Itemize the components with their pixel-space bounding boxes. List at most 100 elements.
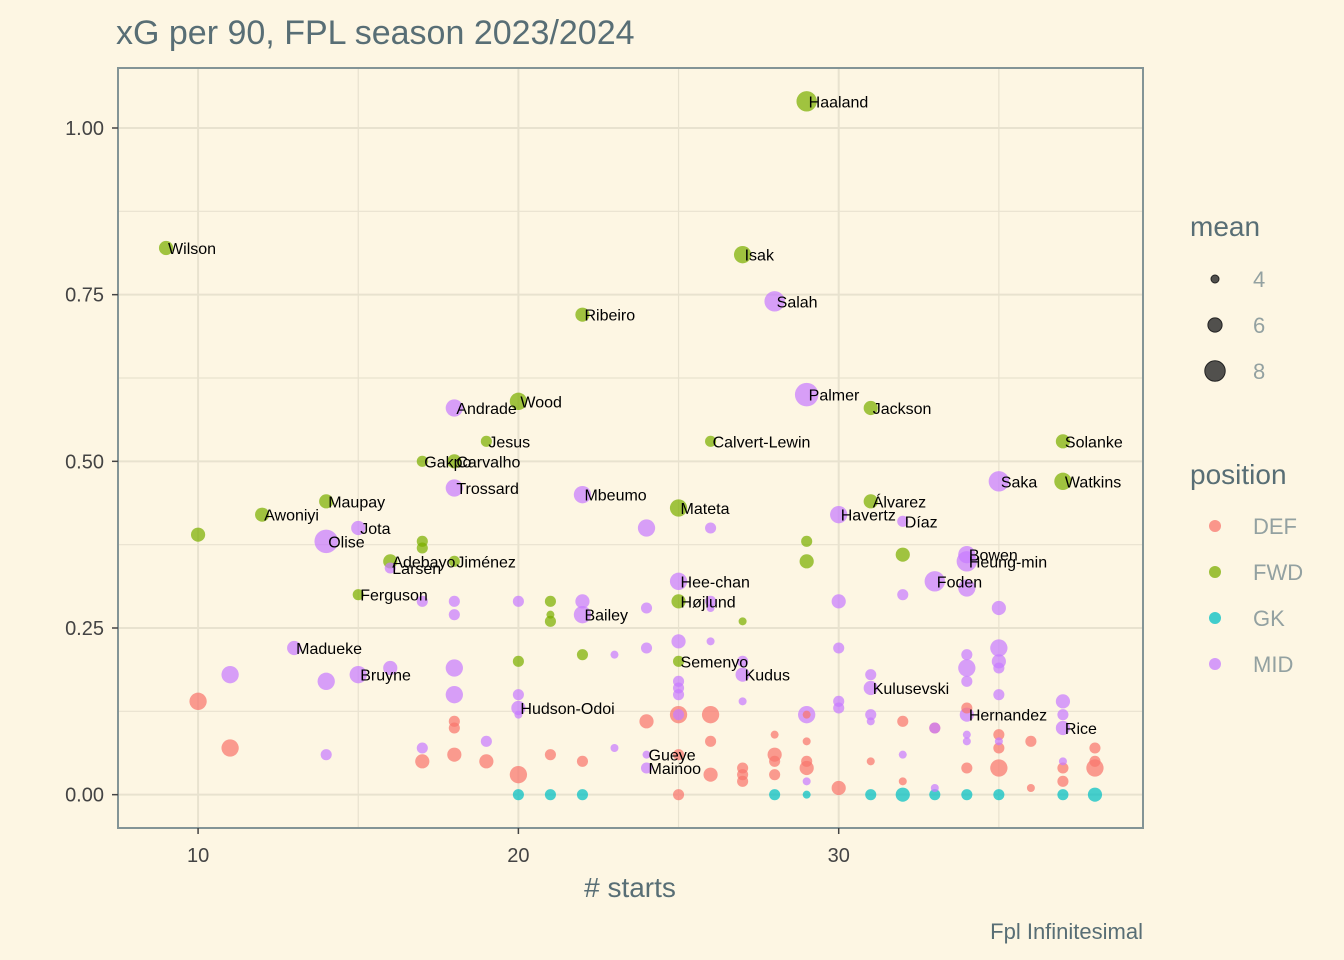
x-axis-title: # starts xyxy=(584,872,676,903)
point-fwd xyxy=(799,554,814,569)
point-label: Hernandez xyxy=(969,708,1047,725)
point-mid xyxy=(831,594,846,609)
point-mid xyxy=(962,730,971,739)
point-mid xyxy=(990,639,1008,657)
point-def xyxy=(993,729,1005,741)
point-gk xyxy=(576,789,589,801)
point-fwd xyxy=(705,435,717,447)
point-mid xyxy=(993,689,1005,701)
point-def xyxy=(1026,784,1035,792)
point-gk xyxy=(961,789,973,801)
y-tick-label: 0.50 xyxy=(65,451,104,473)
point-label: Havertz xyxy=(841,508,896,525)
point-label: Jesus xyxy=(488,434,530,451)
point-gk xyxy=(993,789,1005,801)
point-def xyxy=(801,755,813,767)
point-fwd xyxy=(796,91,817,112)
point-fwd xyxy=(733,246,752,264)
point-gk xyxy=(929,789,941,801)
point-mid xyxy=(314,529,338,554)
point-label: Maupay xyxy=(328,494,385,511)
point-label: Ferguson xyxy=(360,588,428,605)
point-def xyxy=(993,742,1005,754)
point-mid xyxy=(512,689,524,701)
point-fwd xyxy=(863,400,878,416)
point-mid xyxy=(287,640,302,656)
point-def xyxy=(769,769,781,781)
point-label: Kudus xyxy=(745,668,790,685)
point-mid xyxy=(573,606,592,624)
point-label: Wilson xyxy=(168,241,216,258)
point-mid xyxy=(802,777,811,786)
point-def xyxy=(672,749,685,761)
point-fwd xyxy=(801,535,813,547)
point-mid xyxy=(833,702,845,714)
y-tick-label: 0.00 xyxy=(65,785,104,807)
point-mid xyxy=(958,546,976,564)
legend-size-key xyxy=(1207,317,1223,333)
point-mid xyxy=(705,522,717,534)
point-label: Calvert-Lewin xyxy=(713,434,811,451)
point-def xyxy=(961,762,973,774)
point-fwd xyxy=(509,392,528,410)
point-fwd xyxy=(255,507,270,522)
point-mid xyxy=(351,520,366,536)
legend-size: mean 4 6 8 xyxy=(1190,211,1265,384)
point-mid xyxy=(988,471,1010,492)
point-def xyxy=(509,766,528,784)
point-def xyxy=(802,710,811,719)
point-def xyxy=(705,735,717,747)
point-fwd xyxy=(1055,434,1071,449)
point-def xyxy=(221,739,239,757)
point-mid xyxy=(317,672,335,690)
point-fwd xyxy=(544,615,556,627)
x-tick-label: 30 xyxy=(828,845,850,867)
legend-position-title: position xyxy=(1190,459,1287,490)
point-label: Haaland xyxy=(809,94,869,111)
point-label: Bailey xyxy=(584,608,628,625)
point-mid xyxy=(958,659,976,677)
point-fwd xyxy=(190,527,206,542)
point-mid xyxy=(833,642,845,654)
legend-size-label: 6 xyxy=(1253,313,1265,338)
point-def xyxy=(866,757,875,766)
point-label: Heung-min xyxy=(969,554,1047,571)
point-mid xyxy=(738,697,747,706)
point-mid xyxy=(830,506,848,524)
point-def xyxy=(544,749,556,761)
point-gk xyxy=(1057,789,1069,801)
point-mid xyxy=(991,600,1006,616)
point-mid xyxy=(897,589,909,601)
point-def xyxy=(990,759,1008,777)
point-def xyxy=(897,715,909,727)
point-def xyxy=(737,775,749,787)
point-fwd xyxy=(576,649,589,661)
point-mid xyxy=(706,637,715,646)
point-def xyxy=(898,777,907,786)
point-mid xyxy=(416,595,428,607)
point-label: Díaz xyxy=(905,514,938,531)
point-mid xyxy=(512,595,524,607)
point-def xyxy=(831,780,846,796)
point-gk xyxy=(895,787,910,802)
point-mid xyxy=(897,515,909,527)
point-fwd xyxy=(416,455,428,467)
point-mid xyxy=(1057,709,1069,721)
y-tick-label: 0.75 xyxy=(65,285,104,307)
point-fwd xyxy=(447,454,462,469)
point-mid xyxy=(735,667,750,682)
point-label: Solanke xyxy=(1065,434,1123,451)
point-gk xyxy=(544,789,556,801)
point-def xyxy=(479,754,494,769)
point-mid xyxy=(637,519,656,537)
point-mid xyxy=(865,709,877,721)
point-label: Watkins xyxy=(1065,474,1121,491)
plot-border xyxy=(117,67,1144,829)
point-mid xyxy=(671,634,686,649)
point-mid xyxy=(448,595,460,607)
point-fwd xyxy=(512,655,524,667)
point-mid xyxy=(706,604,715,612)
point-def xyxy=(802,737,811,746)
point-fwd xyxy=(671,594,686,609)
point-mid xyxy=(737,655,749,667)
